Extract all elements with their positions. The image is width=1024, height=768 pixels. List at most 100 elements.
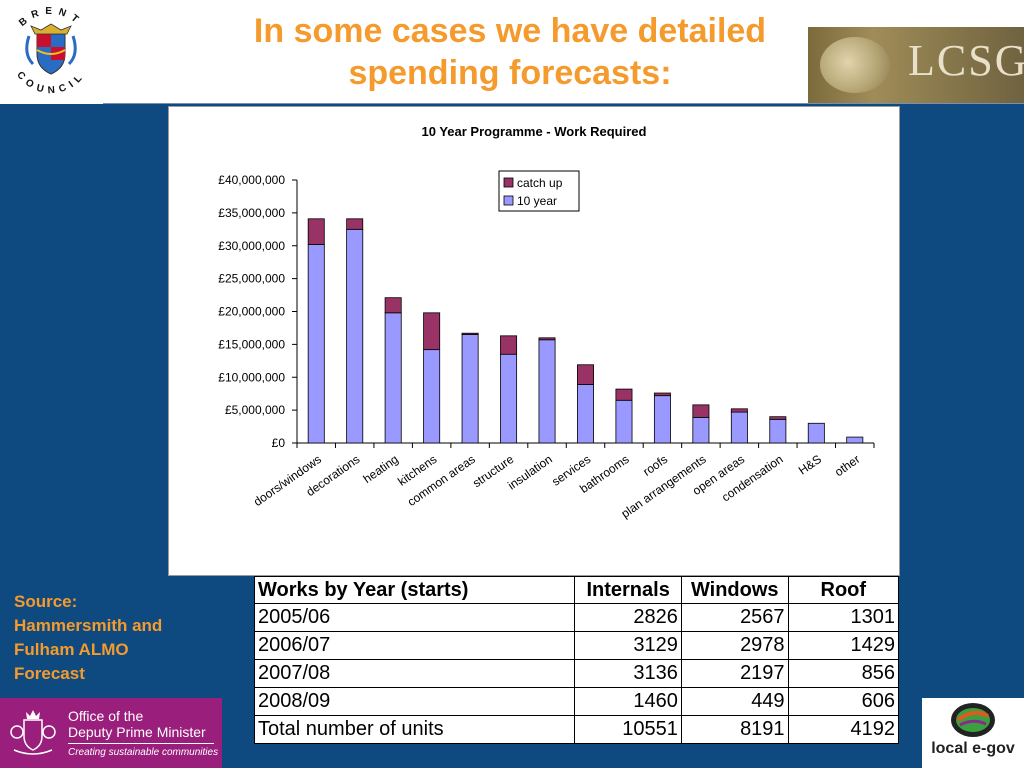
bar-10-year — [307, 244, 325, 444]
source-note: Source: Hammersmith and Fulham ALMO Fore… — [14, 592, 163, 683]
bar-10-year — [615, 399, 633, 444]
royal-crest-icon — [10, 710, 56, 755]
legend-swatch — [503, 177, 514, 188]
table-cell: 3129 — [574, 631, 682, 660]
table-cell: 2567 — [680, 603, 789, 632]
table-cell: 4192 — [787, 715, 900, 744]
bar-catch-up — [346, 218, 364, 230]
row-label: 2006/07 — [253, 631, 576, 660]
odpm-line1: Office of the — [68, 708, 144, 724]
bar-10-year — [769, 418, 787, 444]
x-tick-label: common areas — [405, 452, 478, 509]
y-tick-label: £20,000,000 — [218, 305, 285, 319]
row-label: Total number of units — [253, 715, 576, 744]
bar-10-year — [346, 228, 364, 444]
header-divider — [0, 103, 1024, 104]
x-tick-label: insulation — [505, 452, 555, 493]
odpm-line2: Deputy Prime Minister — [68, 724, 206, 740]
brent-council-logo: BRENT COUNCIL — [0, 0, 103, 104]
odpm-tagline: Creating sustainable communities — [68, 747, 219, 758]
bar-10-year — [538, 339, 556, 444]
table-cell: 2826 — [574, 603, 682, 632]
slide-title-line1: In some cases we have detailed — [253, 12, 767, 50]
bar-10-year — [730, 411, 748, 444]
bar-catch-up — [384, 297, 402, 314]
bar-catch-up — [461, 332, 479, 335]
table-cell: 1460 — [574, 687, 682, 716]
table-cell: 2978 — [680, 631, 789, 660]
row-label: 2007/08 — [253, 659, 576, 688]
council-lettering: BRENT COUNCIL — [14, 6, 87, 97]
table-row: 2005/06 2826 2567 1301 — [253, 603, 900, 632]
table-row-total: Total number of units 10551 8191 4192 — [253, 715, 900, 744]
y-tick-label: £30,000,000 — [218, 239, 285, 253]
slide-title-line2: spending forecasts: — [348, 54, 672, 92]
table-cell: 8191 — [680, 715, 789, 744]
table-row: 2008/09 1460 449 606 — [253, 687, 900, 716]
table-row: 2006/07 3129 2978 1429 — [253, 631, 900, 660]
bar-10-year — [807, 422, 825, 444]
lcsg-logo-text: LCSG — [908, 36, 1024, 85]
handshake-icon — [820, 37, 890, 93]
odpm-logo: Office of the Deputy Prime Minister Crea… — [0, 698, 222, 768]
table-cell: 606 — [787, 687, 900, 716]
y-tick-label: £25,000,000 — [218, 272, 285, 286]
bar-10-year — [423, 349, 441, 444]
bar-catch-up — [769, 416, 787, 420]
svg-text:COUNCIL: COUNCIL — [14, 70, 87, 97]
y-tick-label: £35,000,000 — [218, 206, 285, 220]
bar-catch-up — [538, 337, 556, 341]
slide-title: In some cases we have detailed spending … — [160, 10, 860, 94]
x-tick-label: roofs — [640, 452, 670, 479]
bar-catch-up — [730, 408, 748, 413]
bar-catch-up — [615, 388, 633, 401]
legend-label: 10 year — [517, 194, 557, 208]
bar-10-year — [384, 312, 402, 444]
bar-chart: 10 Year Programme - Work Required £0 £5,00… — [218, 124, 875, 521]
y-tick-label: £15,000,000 — [218, 337, 285, 351]
table-cell: 3136 — [574, 659, 682, 688]
column-header: Internals — [574, 576, 682, 604]
row-label: 2008/09 — [253, 687, 576, 716]
table-row: 2007/08 3136 2197 856 — [253, 659, 900, 688]
lcsg-logo: LCSG — [808, 27, 1024, 103]
table-header-row: Works by Year (starts) Internals Windows… — [253, 576, 900, 604]
bar-catch-up — [423, 312, 441, 351]
y-tick-label: £40,000,000 — [218, 173, 285, 187]
chart-panel: 10 Year Programme - Work Required £0 £5,00… — [168, 106, 900, 576]
column-header: Works by Year (starts) — [253, 576, 576, 604]
bar-10-year — [461, 334, 479, 444]
bar-catch-up — [653, 392, 671, 397]
column-header: Windows — [680, 576, 789, 604]
table-cell: 1429 — [787, 631, 900, 660]
chart-title: 10 Year Programme - Work Required — [422, 124, 647, 139]
y-tick-label: £0 — [272, 436, 286, 450]
council-crest-icon — [25, 23, 77, 75]
x-tick-label: H&S — [796, 452, 824, 478]
council-top-text: BRENT — [17, 6, 79, 29]
table-cell: 856 — [787, 659, 900, 688]
x-tick-label: other — [832, 452, 862, 479]
legend-swatch — [503, 195, 514, 206]
table-cell: 1301 — [787, 603, 900, 632]
bar-10-year — [692, 416, 710, 444]
row-label: 2005/06 — [253, 603, 576, 632]
bar-10-year — [577, 384, 594, 444]
bar-catch-up — [307, 218, 325, 245]
svg-text:BRENT: BRENT — [17, 6, 85, 29]
table-cell: 449 — [680, 687, 789, 716]
table-cell: 10551 — [574, 715, 682, 744]
bar-catch-up — [577, 364, 594, 385]
x-tick-label: heating — [361, 452, 401, 486]
egov-logo-text: local e-gov — [931, 740, 1015, 757]
y-tick-label: £5,000,000 — [225, 403, 285, 417]
table-cell: 2197 — [680, 659, 789, 688]
local-egov-logo: local e-gov — [922, 698, 1024, 768]
bar-10-year — [500, 353, 518, 444]
column-header: Roof — [787, 576, 900, 604]
bar-catch-up — [692, 404, 710, 418]
council-bottom-text: COUNCIL — [14, 70, 82, 97]
odpm-divider — [68, 743, 214, 744]
y-tick-label: £10,000,000 — [218, 370, 285, 384]
bar-10-year — [653, 395, 671, 444]
